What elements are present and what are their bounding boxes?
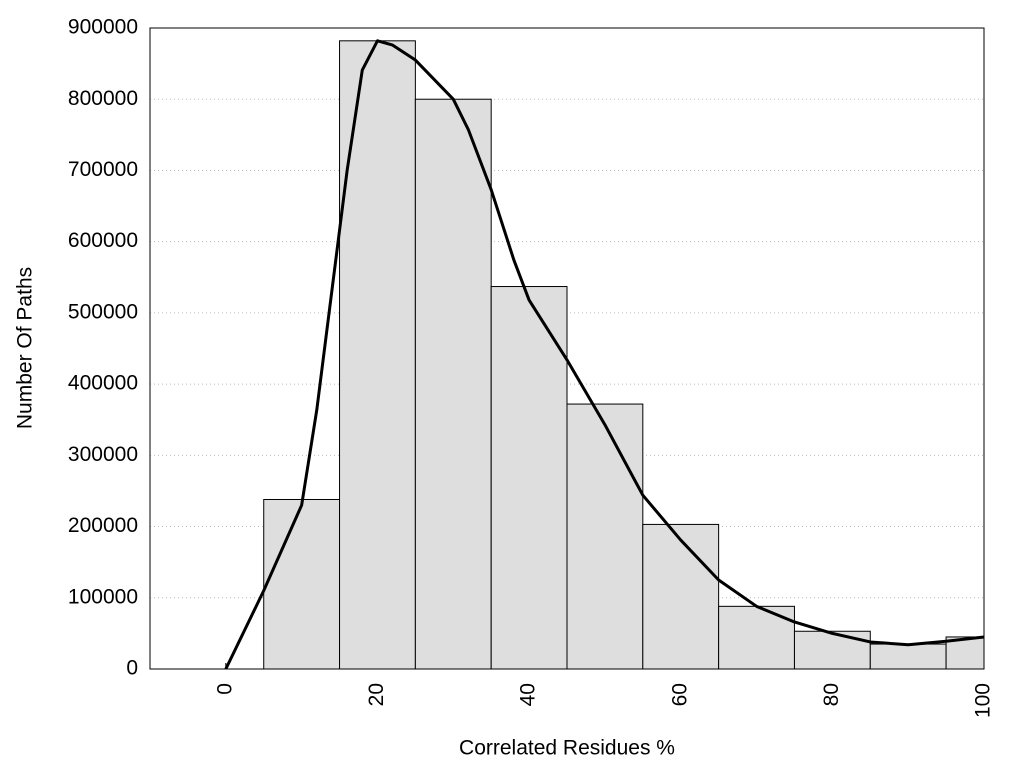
bar [263,498,341,670]
x-tick-label: 100 [972,683,995,718]
y-tick-label: 900000 [68,16,138,39]
y-tick-label: 0 [126,657,138,680]
y-tick-label: 400000 [68,372,138,395]
density-curve [224,39,985,670]
x-tick-label: 40 [517,683,540,706]
y-tick-label: 200000 [68,514,138,537]
y-axis-label: Number Of Paths [14,267,37,429]
x-axis-label: Correlated Residues % [459,737,675,760]
bar [642,523,720,670]
x-tick-label: 60 [668,683,691,706]
plot-frame [149,27,985,670]
y-tick-label: 500000 [68,300,138,323]
x-tick-label: 80 [820,683,843,706]
y-tick-label: 100000 [68,585,138,608]
bar [793,630,871,670]
y-tick-label: 600000 [68,229,138,252]
x-tick-label: 0 [213,683,236,695]
y-tick-label: 800000 [68,87,138,110]
bar [414,98,492,670]
y-tick-label: 700000 [68,158,138,181]
bar [566,403,644,670]
x-tick-label: 20 [365,683,388,706]
y-tick-label: 300000 [68,443,138,466]
bar [339,40,416,670]
bar [869,643,947,670]
